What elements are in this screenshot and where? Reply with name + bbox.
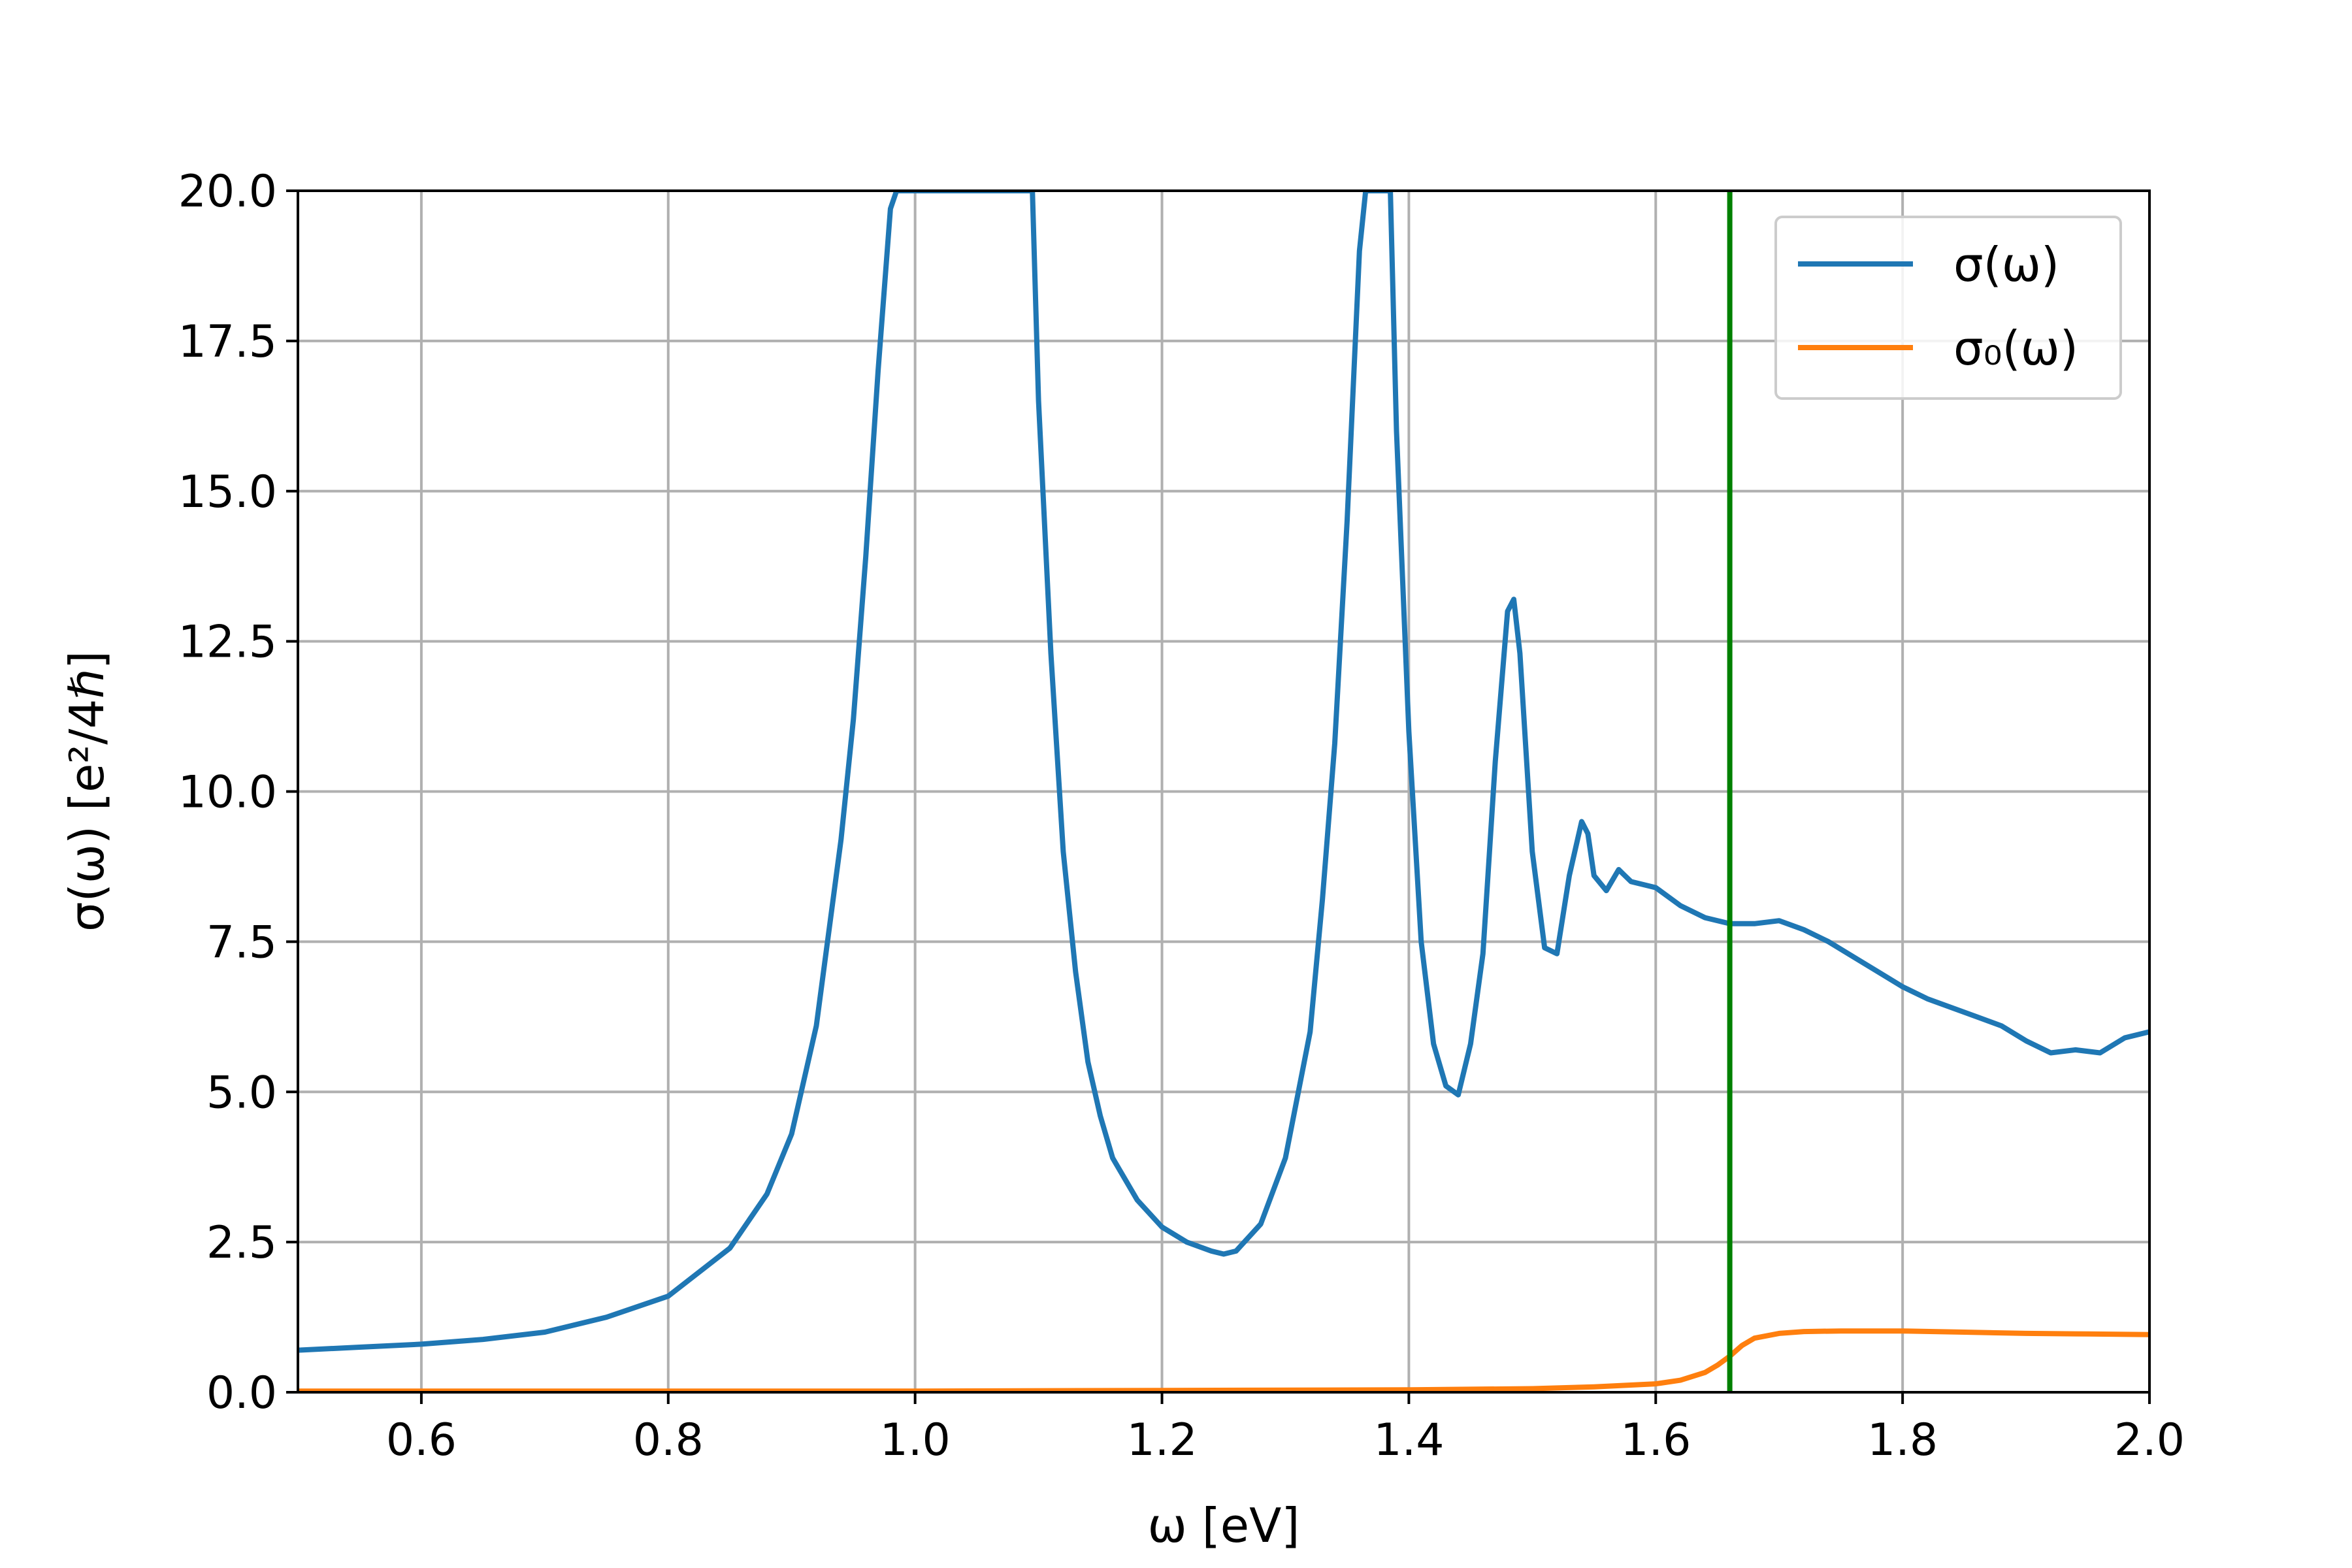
y-tick-label: 2.5: [206, 1217, 277, 1269]
y-tick-label: 0.0: [206, 1367, 277, 1419]
y-axis-label: σ(ω) [e²/4ℏ]: [59, 651, 114, 932]
series-line-sigma0: [298, 1328, 2149, 1392]
x-tick-label: 1.8: [1867, 1414, 1938, 1466]
y-tick-label: 7.5: [206, 917, 277, 968]
legend-label-sigma0: σ₀(ω): [1953, 321, 2078, 376]
y-tick-label: 20.0: [178, 166, 277, 218]
x-tick-label: 0.6: [386, 1414, 457, 1466]
x-tick-label: 1.2: [1126, 1414, 1197, 1466]
x-tick-label: 0.8: [633, 1414, 704, 1466]
legend: σ(ω) σ₀(ω): [1774, 216, 2122, 400]
y-tick-label: 10.0: [178, 767, 277, 819]
y-axis: 0.0 2.5 5.0 7.5 10.0 12.5 15.0 17.5 20.0: [178, 166, 298, 1419]
y-tick-label: 12.5: [178, 617, 277, 668]
x-tick-label: 1.6: [1620, 1414, 1691, 1466]
series-line-sigma: [298, 191, 2149, 1353]
legend-label-sigma: σ(ω): [1953, 237, 2059, 292]
y-tick-label: 5.0: [206, 1067, 277, 1119]
y-tick-label: 15.0: [178, 466, 277, 518]
x-axis-label: ω [eV]: [1148, 1498, 1300, 1553]
series-layer: [298, 191, 2149, 1392]
y-tick-label: 17.5: [178, 316, 277, 368]
x-tick-label: 2.0: [2114, 1414, 2185, 1466]
x-axis: 0.6 0.8 1.0 1.2 1.4 1.6 1.8 2.0: [386, 1392, 2185, 1466]
x-tick-label: 1.0: [880, 1414, 951, 1466]
x-tick-label: 1.4: [1373, 1414, 1444, 1466]
